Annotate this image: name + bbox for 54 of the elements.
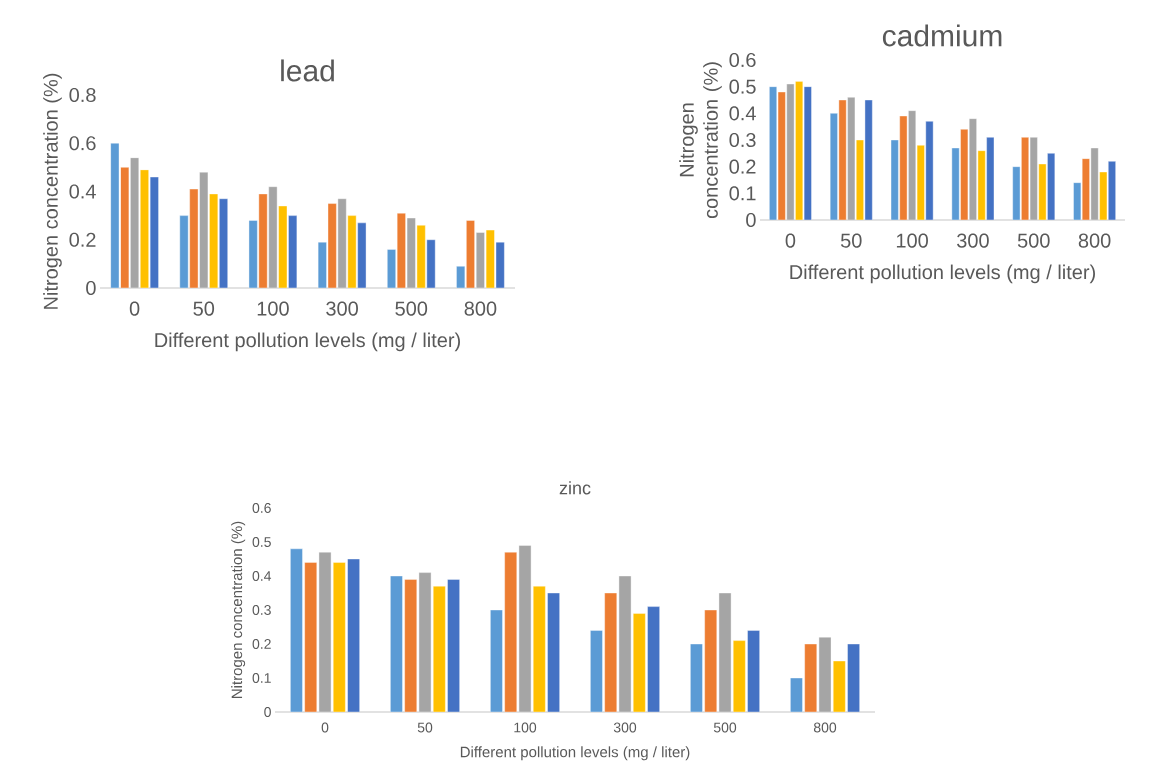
- x-tick-label: 300: [613, 722, 637, 733]
- x-tick-label: 50: [193, 301, 215, 316]
- x-tick-label: 800: [464, 301, 497, 316]
- y-tick-label: 0.3: [729, 132, 756, 148]
- y-tick-label: 0.1: [729, 186, 756, 201]
- y-tick-label: 0.2: [69, 232, 96, 247]
- x-tick-label: 0: [129, 301, 140, 316]
- chart-title: zinc: [559, 481, 591, 495]
- bar: [504, 552, 517, 712]
- y-tick-label: 0.1: [252, 673, 271, 683]
- y-tick-label: 0.2: [252, 639, 271, 649]
- chart-title: cadmium: [882, 24, 1002, 47]
- chart-title: lead: [281, 59, 334, 82]
- y-tick-label: 0.8: [69, 87, 96, 103]
- bar: [347, 558, 360, 712]
- y-tick-label: 0.2: [729, 159, 756, 174]
- x-tick-label: 50: [417, 722, 433, 733]
- x-axis-title: Different pollution levels (mg / liter): [790, 264, 1095, 284]
- y-tick-label: 0.4: [69, 184, 96, 199]
- x-tick-label: 300: [326, 301, 358, 316]
- x-tick-label: 0: [785, 233, 796, 248]
- bar: [925, 121, 934, 220]
- y-tick-label: 0.5: [729, 79, 756, 94]
- y-axis-title: Nitrogen concentration (%): [43, 73, 62, 309]
- x-axis-title: Different pollution levels (mg / liter): [155, 332, 460, 352]
- bar: [290, 548, 303, 712]
- y-tick-label: 0.6: [729, 52, 756, 68]
- x-tick-label: 100: [257, 301, 289, 316]
- y-tick-label: 0: [86, 280, 96, 296]
- x-tick-label: 800: [1078, 233, 1111, 248]
- y-tick-label: 0.4: [252, 571, 272, 581]
- bar: [404, 579, 417, 712]
- y-tick-label: 0.4: [729, 106, 756, 121]
- y-tick-label: 0.6: [252, 503, 271, 513]
- x-tick-label: 500: [1017, 233, 1050, 248]
- x-tick-label: 100: [514, 722, 537, 733]
- bar: [304, 562, 317, 712]
- x-tick-label: 50: [840, 233, 862, 248]
- x-tick-label: 0: [321, 722, 329, 733]
- bar: [258, 193, 268, 288]
- y-tick-label: 0: [264, 707, 271, 717]
- y-tick-label: 0.6: [69, 136, 96, 151]
- x-tick-label: 300: [957, 233, 989, 248]
- y-tick-label: 0: [746, 212, 756, 228]
- x-axis-title: Different pollution levels (mg / liter): [460, 746, 690, 761]
- y-axis-title: Nitrogen concentration (%): [679, 62, 722, 219]
- y-tick-label: 0.5: [252, 537, 271, 547]
- x-tick-label: 100: [896, 233, 928, 248]
- y-axis-title: Nitrogen concentration (%): [231, 521, 246, 698]
- y-tick-label: 0.3: [252, 605, 271, 615]
- x-tick-label: 500: [713, 722, 737, 733]
- bar: [347, 215, 357, 288]
- x-tick-label: 800: [813, 722, 837, 733]
- x-tick-label: 500: [395, 301, 428, 316]
